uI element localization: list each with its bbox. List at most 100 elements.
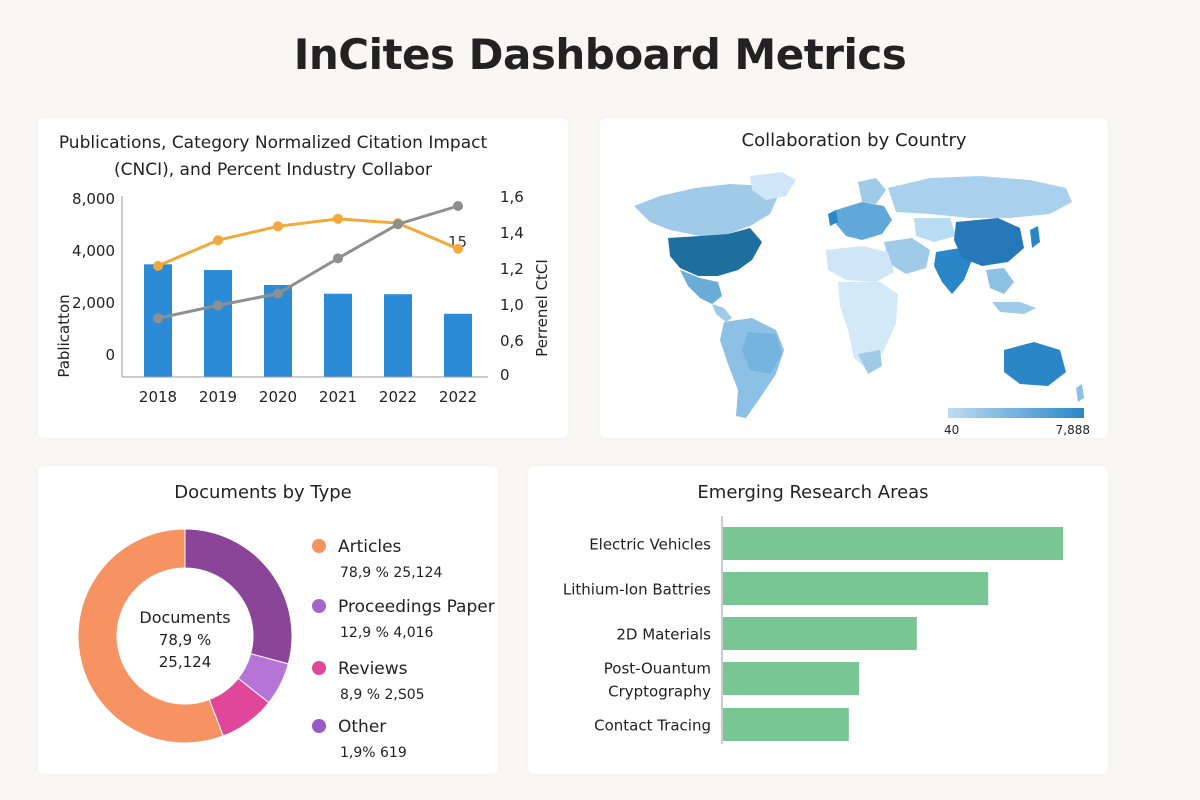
combo-x-tick-label: 2021 xyxy=(319,388,357,406)
industry-collab-point xyxy=(213,300,223,311)
map-legend-max: 7,888 xyxy=(1056,423,1090,437)
donut-center-label: Documents xyxy=(139,608,230,627)
combo-right-tick-label: 0 xyxy=(500,366,510,384)
legend-detail-reviews: 8,9 % 2,S05 xyxy=(340,687,425,703)
publications-cnci-chart-panel: Publications, Category Normalized Citati… xyxy=(38,118,568,438)
emerging-research-chart: Emerging Research Areas Electric Vehicle… xyxy=(563,482,1063,744)
legend-label-other: Other xyxy=(338,717,386,737)
map-region-greenland xyxy=(750,172,796,200)
combo-title-line-1: Publications, Category Normalized Citati… xyxy=(59,133,488,153)
legend-detail-proceedings-paper: 12,9 % 4,016 xyxy=(340,625,434,641)
map-region-canada xyxy=(634,184,778,236)
legend-label-articles: Articles xyxy=(338,537,402,557)
combo-x-tick-label: 2022 xyxy=(379,388,417,406)
research-area-bar xyxy=(723,572,989,605)
combo-left-tick-label: 2,000 xyxy=(72,294,115,312)
map-region-europe xyxy=(836,202,892,240)
map-region-uk xyxy=(828,210,838,226)
map-region-sub-saharan-africa xyxy=(838,282,898,368)
map-region-india xyxy=(934,248,972,294)
donut-title: Documents by Type xyxy=(174,482,352,503)
cnci-line xyxy=(157,217,459,268)
map-region-japan xyxy=(1030,226,1040,248)
research-area-bar xyxy=(723,527,1063,560)
research-area-bar xyxy=(723,708,849,741)
cnci-point xyxy=(453,243,463,254)
map-region-usa xyxy=(668,228,762,276)
combo-left-tick-label: 4,000 xyxy=(72,242,115,260)
map-region-central-asia xyxy=(914,218,956,242)
map-region-southeast-asia xyxy=(986,268,1014,294)
collaboration-map: Collaboration by Country xyxy=(634,130,1090,437)
combo-title-line-2: (CNCI), and Percent Industry Collabor xyxy=(114,160,432,180)
cnci-point xyxy=(273,221,283,232)
map-region-russia xyxy=(888,176,1072,218)
research-area-label: Cryptography xyxy=(608,683,711,701)
hbar-title: Emerging Research Areas xyxy=(697,482,928,503)
combo-bar xyxy=(324,293,352,377)
documents-by-type-chart: Documents by Type Documents 78,9 % 25,12… xyxy=(77,482,495,761)
combo-right-tick-label: 1,6 xyxy=(500,188,524,206)
industry-collab-point xyxy=(273,288,283,299)
legend-label-proceedings-paper: Proceedings Paper xyxy=(338,597,495,617)
combo-x-tick-label: 2020 xyxy=(259,388,297,406)
industry-collab-point xyxy=(333,253,343,264)
research-area-bar xyxy=(723,617,917,650)
combo-bar xyxy=(204,270,232,377)
donut-center-percent: 78,9 % xyxy=(159,631,211,649)
research-area-label: Post-Ouantum xyxy=(604,660,711,678)
map-region-scandinavia xyxy=(858,178,886,204)
map-region-indonesia xyxy=(992,302,1036,314)
combo-x-tick-label: 2018 xyxy=(139,388,177,406)
donut-slice-articles xyxy=(77,528,224,744)
page-title: InCites Dashboard Metrics xyxy=(293,30,907,79)
combo-bar xyxy=(444,313,472,377)
combo-right-tick-label: 1,2 xyxy=(500,260,524,278)
combo-x-tick-label: 2019 xyxy=(199,388,237,406)
research-area-label: Lithium-Ion Battries xyxy=(563,581,711,599)
legend-label-reviews: Reviews xyxy=(338,659,408,679)
research-area-label: Contact Tracing xyxy=(594,717,711,735)
legend-dot-other xyxy=(312,719,326,733)
research-area-label: 2D Materials xyxy=(616,626,711,644)
publications-cnci-chart: Publications, Category Normalized Citati… xyxy=(55,133,551,406)
combo-x-tick-label: 2022 xyxy=(439,388,477,406)
cnci-point xyxy=(153,260,163,271)
research-area-bar xyxy=(723,662,859,695)
map-region-south-africa xyxy=(858,350,882,374)
map-region-mexico xyxy=(680,270,722,304)
combo-right-tick-label: 1,0 xyxy=(500,296,524,314)
cnci-point xyxy=(213,235,223,246)
combo-right-axis-label: Perrenel CtCI xyxy=(533,259,551,357)
cnci-point xyxy=(333,213,343,224)
map-region-central-america xyxy=(712,304,732,322)
combo-left-tick-label: 0 xyxy=(105,346,115,364)
map-region-china xyxy=(954,218,1024,266)
legend-dot-proceedings-paper xyxy=(312,599,326,613)
map-title: Collaboration by Country xyxy=(742,130,967,151)
documents-by-type-panel: Documents by Type Documents 78,9 % 25,12… xyxy=(38,466,498,774)
combo-bar xyxy=(264,285,292,377)
legend-dot-articles xyxy=(312,539,326,553)
industry-collab-point xyxy=(393,219,403,230)
world-map xyxy=(634,172,1084,418)
combo-right-tick-label: 0,6 xyxy=(500,332,524,350)
collaboration-map-panel: Collaboration by Country xyxy=(600,118,1108,438)
legend-dot-reviews xyxy=(312,661,326,675)
combo-left-axis-label: Pablicatton xyxy=(55,294,73,377)
map-legend-gradient xyxy=(948,408,1084,418)
map-region-new-zealand xyxy=(1076,384,1084,402)
industry-collab-point xyxy=(153,313,163,324)
map-region-australia xyxy=(1004,342,1066,386)
industry-collab-line xyxy=(157,204,459,320)
emerging-research-panel: Emerging Research Areas Electric Vehicle… xyxy=(528,466,1108,774)
industry-collab-point xyxy=(453,201,463,211)
combo-bar xyxy=(384,294,412,377)
donut-center-count: 25,124 xyxy=(159,653,212,671)
legend-detail-articles: 78,9 % 25,124 xyxy=(340,565,442,581)
research-area-label: Electric Vehicles xyxy=(589,536,711,554)
combo-right-tick-label: 1,4 xyxy=(500,224,524,242)
map-region-middle-east xyxy=(884,238,930,274)
map-region-north-africa xyxy=(826,246,894,282)
legend-detail-other: 1,9% 619 xyxy=(340,745,407,761)
